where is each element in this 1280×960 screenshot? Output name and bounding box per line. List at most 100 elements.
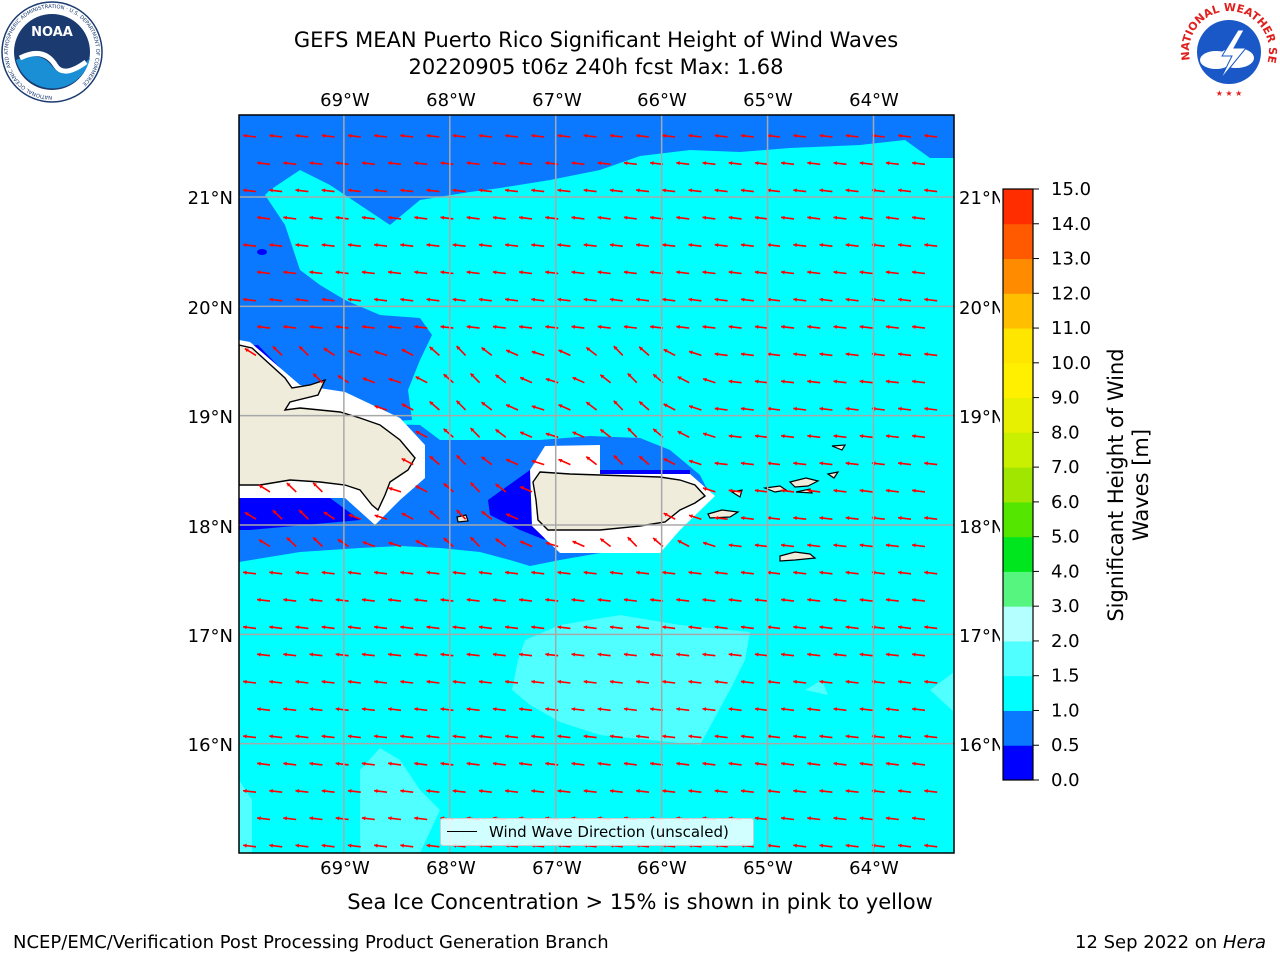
wind-wave-arrowhead — [885, 597, 890, 603]
svg-text:★ ★ ★: ★ ★ ★ — [1216, 89, 1243, 98]
wind-wave-arrowhead — [819, 625, 824, 630]
wind-wave-arrowhead — [506, 349, 511, 354]
wind-wave-arrowhead — [452, 625, 457, 630]
wind-wave-arrowhead — [912, 761, 916, 766]
wind-wave-arrowhead — [623, 707, 628, 712]
colorbar-tick-label: 4.0 — [1051, 561, 1080, 582]
colorbar-tick-label: 6.0 — [1051, 492, 1080, 513]
wind-wave-arrowhead — [531, 789, 535, 794]
wind-wave-arrowhead — [740, 789, 745, 794]
wind-wave-arrowhead — [374, 734, 378, 739]
wind-wave-arrowhead — [519, 597, 523, 603]
wind-wave-arrowhead — [702, 652, 707, 657]
wind-wave-arrowhead — [609, 625, 614, 630]
wind-wave-arrowhead — [295, 297, 300, 302]
wind-wave-arrowhead — [440, 161, 445, 166]
wind-wave-arrowhead — [571, 324, 576, 330]
wind-wave-arrowhead — [505, 570, 509, 575]
wind-wave-arrowhead — [361, 215, 366, 220]
wind-wave-arrowhead — [583, 133, 588, 138]
wind-wave-arrowhead — [362, 377, 367, 382]
wind-wave-arrowhead — [781, 161, 785, 166]
wind-wave-arrowhead — [506, 458, 511, 463]
wind-wave-arrowhead — [466, 597, 471, 603]
wind-wave-arrowhead — [283, 215, 287, 220]
wind-wave-arrowhead — [793, 734, 797, 739]
land-st-croix — [779, 551, 817, 562]
wind-wave-arrowhead — [335, 707, 340, 712]
wind-wave-arrowhead — [767, 188, 771, 193]
wind-wave-arrowhead — [688, 243, 693, 248]
wind-wave-arrowhead — [401, 512, 406, 517]
wind-wave-arrowhead — [443, 483, 448, 488]
wind-wave-arrowhead — [257, 707, 261, 712]
wind-wave-arrowhead — [309, 652, 314, 657]
map-legend: Wind Wave Direction (unscaled) — [440, 818, 754, 846]
wind-wave-arrowhead — [347, 133, 352, 138]
wind-wave-arrowhead — [295, 734, 300, 739]
wind-wave-arrowhead — [470, 482, 475, 487]
wind-wave-arrowhead — [663, 349, 668, 353]
wind-wave-arrowhead — [636, 297, 640, 302]
wind-wave-arrowhead — [414, 215, 418, 220]
colorbar-segment — [1003, 710, 1033, 746]
wind-wave-arrowhead — [898, 843, 902, 848]
colorbar-segment — [1003, 258, 1033, 294]
wind-wave-arrowhead — [400, 625, 404, 630]
wind-wave-arrowhead — [257, 324, 261, 330]
wind-wave-arrowhead — [295, 188, 300, 193]
wind-wave-arrowhead — [478, 625, 483, 630]
lon-label: 69°W — [320, 90, 370, 111]
wind-wave-arrowhead — [728, 652, 733, 657]
wind-wave-arrowhead — [859, 652, 864, 657]
wind-wave-arrowhead — [781, 215, 785, 220]
wave-band-0.5-1-west — [239, 195, 432, 430]
wind-wave-arrowhead — [558, 404, 563, 409]
wind-wave-arrowhead — [466, 707, 471, 712]
colorbar-segment — [1003, 640, 1033, 677]
wind-wave-arrowhead — [466, 761, 471, 766]
wind-wave-arrowhead — [309, 161, 314, 166]
colorbar-tick-label: 13.0 — [1051, 249, 1091, 270]
wind-wave-arrowhead — [924, 188, 928, 193]
wind-wave-arrowhead — [703, 377, 707, 382]
wind-wave-arrowhead — [400, 789, 404, 794]
wind-wave-arrowhead — [347, 188, 352, 193]
wind-wave-arrowhead — [845, 734, 850, 739]
wind-wave-arrowhead — [688, 625, 693, 630]
wind-wave-arrowhead — [243, 188, 247, 193]
wind-wave-arrowhead — [807, 761, 811, 766]
wind-wave-arrowhead — [466, 324, 471, 330]
legend-line-sample — [447, 831, 477, 832]
wind-wave-arrowhead — [833, 270, 838, 275]
wind-wave-arrowhead — [429, 510, 434, 515]
wind-wave-arrowhead — [898, 461, 902, 466]
wind-wave-arrowhead — [714, 188, 719, 193]
wind-wave-arrowhead — [819, 461, 824, 466]
wind-wave-arrowhead — [470, 427, 475, 432]
lon-label: 67°W — [532, 858, 582, 879]
wind-wave-arrowhead — [374, 243, 378, 248]
wind-wave-arrowhead — [481, 511, 486, 516]
wind-wave-arrowhead — [677, 431, 682, 435]
wind-wave-arrowhead — [636, 188, 640, 193]
wind-wave-arrowhead — [885, 652, 890, 657]
wind-wave-arrowhead — [662, 243, 666, 248]
wind-wave-arrowhead — [859, 270, 864, 275]
wind-wave-arrowhead — [833, 707, 838, 712]
wind-wave-arrowhead — [597, 707, 602, 712]
wind-wave-arrowhead — [557, 625, 562, 630]
wind-wave-arrowhead — [269, 570, 273, 575]
wind-wave-arrowhead — [531, 734, 535, 739]
wind-wave-arrowhead — [347, 679, 352, 684]
wind-wave-arrowhead — [557, 188, 562, 193]
wind-wave-arrowhead — [426, 625, 431, 630]
wind-wave-arrowhead — [740, 243, 745, 248]
wind-wave-arrowhead — [714, 461, 719, 466]
wind-wave-arrowhead — [415, 431, 420, 435]
wind-wave-arrowhead — [531, 679, 535, 684]
lon-label: 64°W — [849, 90, 899, 111]
colorbar-frame — [1002, 188, 1034, 781]
wind-wave-arrowhead — [650, 324, 654, 330]
wind-wave-arrowhead — [859, 597, 864, 603]
